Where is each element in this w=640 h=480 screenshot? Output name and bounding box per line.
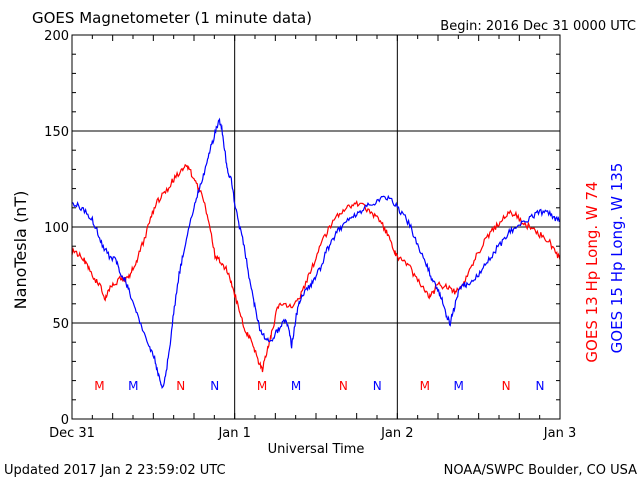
series-line-1 (71, 117, 561, 390)
series-lines (71, 117, 561, 390)
time-marker: N (176, 379, 185, 393)
time-marker: N (502, 379, 511, 393)
legend-goes13: GOES 13 Hp Long. W 74 (583, 181, 601, 362)
series-line-0 (71, 163, 561, 373)
x-axis-label: Universal Time (268, 442, 365, 457)
x-tick-label: Jan 3 (543, 426, 576, 441)
y-axis-label: NanoTesla (nT) (11, 191, 30, 310)
axis-ticks: 0 50 100 150 200 Dec 31 Jan 1 Jan 2 Jan 3 (44, 29, 576, 441)
time-marker: N (339, 379, 348, 393)
x-tick-label: Dec 31 (49, 426, 95, 441)
time-marker: M (94, 379, 104, 393)
chart-title: GOES Magnetometer (1 minute data) (32, 9, 312, 27)
time-marker: M (291, 379, 301, 393)
time-marker: M (257, 379, 267, 393)
x-tick-label: Jan 2 (380, 426, 413, 441)
y-tick-label: 100 (44, 221, 69, 236)
y-tick-label: 200 (44, 29, 69, 44)
y-tick-label: 0 (61, 413, 69, 428)
begin-time: Begin: 2016 Dec 31 0000 UTC (440, 19, 636, 34)
time-marker: N (373, 379, 382, 393)
legend-goes15: GOES 15 Hp Long. W 135 (608, 163, 626, 354)
time-marker: M (454, 379, 464, 393)
time-marker: N (210, 379, 219, 393)
grid-lines (72, 35, 560, 419)
y-tick-label: 150 (44, 125, 69, 140)
plot-frame (71, 34, 561, 420)
y-tick-label: 50 (52, 317, 69, 332)
time-marker: N (536, 379, 545, 393)
updated-time: Updated 2017 Jan 2 23:59:02 UTC (4, 463, 226, 478)
x-tick-label: Jan 1 (217, 426, 250, 441)
time-marker: M (420, 379, 430, 393)
data-source: NOAA/SWPC Boulder, CO USA (444, 463, 637, 478)
time-marker: M (128, 379, 138, 393)
